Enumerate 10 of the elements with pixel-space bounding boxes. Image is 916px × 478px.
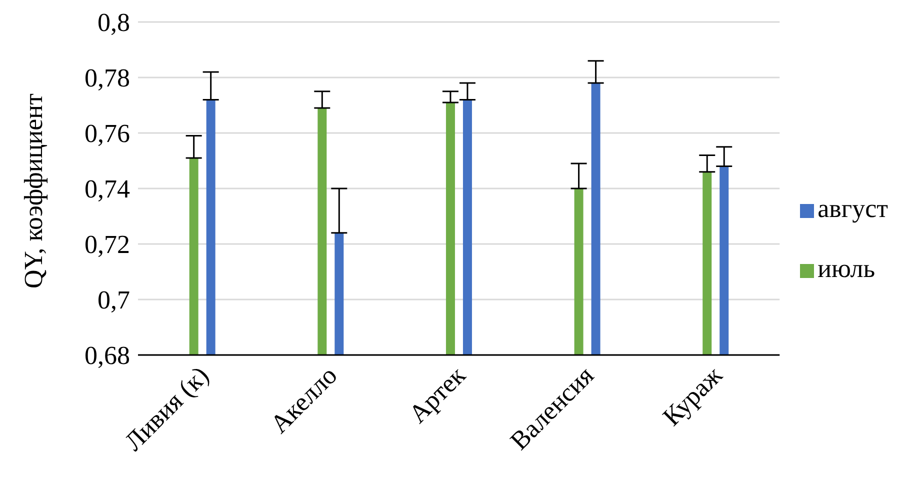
y-axis-title: QY, коэффициент	[19, 94, 48, 288]
legend-label: июль	[818, 254, 876, 283]
y-tick-label: 0,72	[84, 230, 130, 260]
y-tick-label: 0,74	[84, 174, 130, 204]
y-tick-label: 0,78	[84, 64, 130, 93]
y-tick-label: 0,7	[98, 286, 130, 315]
y-tick-label: 0,68	[84, 341, 130, 370]
legend-label: август	[818, 194, 888, 223]
y-tick-label: 0,8	[98, 8, 130, 38]
y-tick-label: 0,76	[84, 119, 130, 148]
